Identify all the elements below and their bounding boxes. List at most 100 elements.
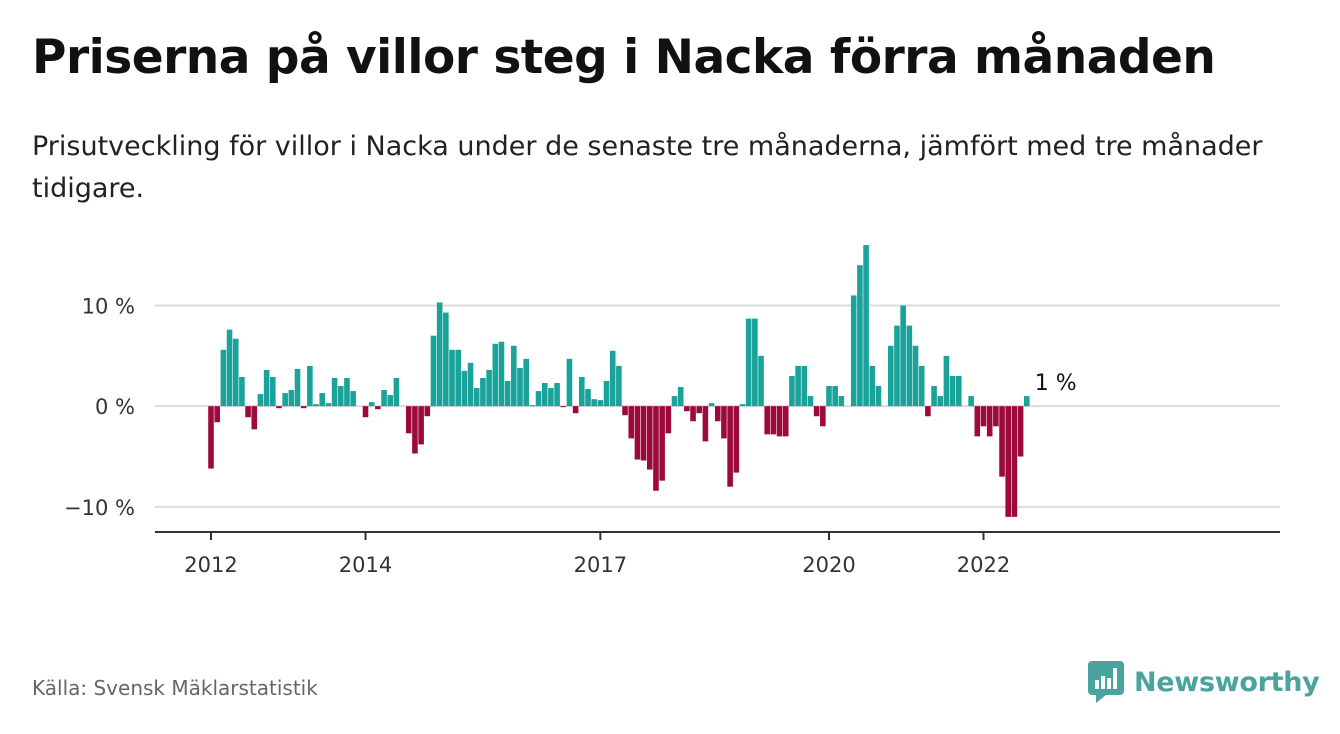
bar (801, 365, 808, 407)
bar (579, 376, 585, 407)
bar (591, 399, 597, 407)
bar (659, 406, 665, 481)
bar (684, 406, 690, 412)
bar (405, 406, 412, 434)
bar (980, 406, 987, 427)
bar (375, 406, 381, 410)
bar (325, 403, 332, 407)
bar (387, 395, 394, 407)
bar (733, 406, 740, 473)
bar (993, 406, 999, 427)
bar (220, 349, 227, 407)
bar (307, 365, 313, 407)
bar (758, 355, 764, 407)
bar (999, 406, 1005, 477)
bar (807, 396, 814, 407)
bar (251, 406, 258, 430)
bar (282, 393, 288, 407)
bars (208, 245, 1030, 517)
bar (968, 396, 974, 407)
bar (875, 386, 882, 407)
data-label: 1 % (1035, 371, 1077, 396)
bar (955, 375, 962, 407)
bar (461, 370, 468, 407)
bar (548, 388, 554, 407)
bar (257, 394, 264, 407)
bar (300, 406, 307, 409)
y-tick-label: −10 % (64, 496, 135, 520)
bar (820, 406, 826, 427)
bar (443, 312, 449, 407)
bar (480, 377, 486, 407)
bar (498, 341, 505, 407)
bar (931, 386, 937, 407)
bar (436, 302, 443, 407)
bar (554, 383, 560, 407)
bar (276, 406, 282, 409)
bar (745, 318, 752, 407)
bar (214, 406, 220, 423)
source-note: Källa: Svensk Mäklarstatistik (32, 676, 318, 700)
bar (986, 406, 993, 437)
x-tick-label: 2014 (339, 553, 392, 577)
bar (393, 377, 400, 407)
bar (517, 367, 523, 407)
bar (869, 365, 876, 407)
bar (566, 358, 573, 407)
bar (455, 349, 461, 407)
bar (776, 406, 783, 437)
bar (770, 406, 777, 435)
bar (857, 265, 863, 407)
bar (696, 406, 703, 414)
bar (1011, 406, 1018, 517)
bar (665, 406, 672, 434)
x-tick-label: 2022 (957, 553, 1010, 577)
bar (319, 393, 326, 407)
bar (313, 404, 319, 407)
y-axis-labels: 10 % 0 % −10 % (64, 295, 135, 520)
bar (832, 386, 838, 407)
bar (646, 406, 653, 470)
chart-title: Priserna på villor steg i Nacka förra må… (32, 30, 1216, 85)
bar (585, 389, 591, 407)
bar (344, 377, 350, 407)
bar (838, 396, 845, 407)
bar (727, 406, 733, 487)
bar (714, 406, 721, 422)
chart-subtitle: Prisutveckling för villor i Nacka under … (32, 131, 1263, 204)
bar (368, 402, 375, 407)
bar (1023, 396, 1030, 407)
bar (616, 365, 622, 407)
y-tick-label: 0 % (95, 395, 135, 419)
bar (826, 386, 832, 407)
bar (974, 406, 981, 437)
bar (702, 406, 709, 442)
bar (560, 406, 567, 408)
bar (653, 406, 659, 491)
bar (331, 377, 338, 407)
bar (504, 381, 511, 407)
bar (900, 305, 906, 407)
bar (362, 406, 369, 418)
bar (535, 391, 542, 407)
bar (603, 381, 610, 407)
bar (609, 350, 616, 407)
bar (918, 365, 925, 407)
bar (381, 390, 387, 407)
bar (294, 368, 301, 407)
bar (949, 375, 956, 407)
bar (467, 362, 474, 407)
bar (863, 245, 869, 407)
annotations: 1 % (1035, 371, 1077, 396)
y-tick-label: 10 % (82, 295, 135, 319)
bar (412, 406, 418, 454)
x-tick-label: 2017 (574, 553, 627, 577)
bar (789, 375, 795, 407)
bar (622, 406, 628, 416)
bar (708, 403, 715, 407)
bar (232, 338, 239, 407)
bar (430, 335, 437, 407)
bar (912, 345, 919, 407)
newsworthy-logo[interactable]: Newsworthy (1088, 660, 1320, 704)
bar (208, 406, 214, 469)
